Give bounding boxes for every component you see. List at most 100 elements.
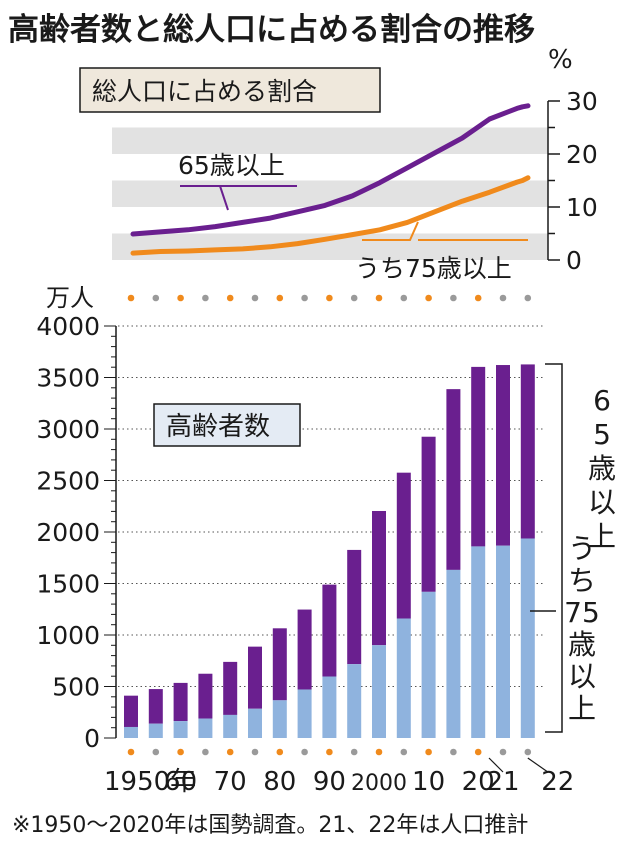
bar-chart-top-dots [127, 294, 532, 302]
year-dot [524, 294, 532, 302]
bar-75-plus [396, 618, 411, 738]
x-tick-label: 1950年 [104, 767, 196, 797]
bar-chart-y-axis: 0 500 1000 1500 2000 2500 3000 3500 4000 [36, 312, 117, 753]
line-chart-series [130, 103, 531, 256]
series-label-65: 6 5 歳以上 [588, 384, 616, 553]
bar-65-plus [396, 472, 411, 619]
bar-chart-title: 高齢者数 [166, 412, 270, 442]
line-chart-title: 総人口に占める割合 [92, 77, 317, 106]
year-dot [326, 748, 333, 756]
bar-y-tick-label: 500 [52, 673, 100, 702]
line-chart-y-unit: % [548, 45, 573, 75]
bar-chart-title-box [153, 403, 301, 447]
line-y-tick-label: 10 [566, 193, 598, 222]
year-dot [301, 294, 308, 302]
bar-75-plus [148, 723, 163, 738]
series-label-75: うち 75 歳以上 [564, 532, 600, 725]
bar-y-tick-label: 3000 [36, 415, 100, 444]
bar-chart-y-unit: 万人 [46, 284, 94, 312]
x-leader-22 [527, 757, 549, 773]
bar-65-plus [496, 365, 510, 546]
year-dot [326, 294, 333, 302]
bar-y-tick-label: 0 [84, 724, 100, 753]
bar-y-tick-label: 1500 [36, 570, 100, 599]
line-y-tick-label: 0 [566, 246, 582, 275]
x-leader-21 [488, 757, 504, 773]
bar-y-tick-label: 1000 [36, 621, 100, 650]
bar-75-plus [322, 676, 337, 738]
x-tick-label: 2000 [351, 771, 407, 796]
legend-65-label: 65歳以上 [178, 151, 285, 180]
year-dot [375, 748, 383, 756]
year-dot [375, 294, 383, 302]
bar-chart: 万人 0 500 1000 1500 2000 2500 3000 3500 4000 1950… [36, 284, 616, 797]
year-dot [474, 748, 482, 756]
year-dot [450, 748, 457, 756]
bar-65-plus [322, 584, 337, 677]
year-dot [425, 294, 432, 302]
bar-y-tick-label: 3500 [36, 364, 100, 393]
bar-y-tick-label: 2500 [36, 467, 100, 496]
year-dot [276, 748, 284, 756]
year-dot [474, 294, 482, 302]
year-dot [400, 294, 408, 302]
x-tick-label: 80 [263, 767, 296, 797]
year-dot [524, 748, 532, 756]
chart-title: 高齢者数と総人口に占める割合の推移 [8, 12, 535, 48]
year-dot [127, 294, 135, 302]
year-dot [499, 748, 507, 756]
year-dot [350, 294, 358, 302]
bar-65-plus [148, 689, 163, 724]
year-dot [152, 294, 160, 302]
x-tick-label: 60 [164, 767, 197, 797]
line-y-tick-label: 20 [566, 140, 598, 169]
year-dot [202, 294, 209, 302]
year-dot [177, 748, 184, 756]
bar-y-tick-label: 2000 [36, 518, 100, 547]
bar-chart-bottom-dots [127, 748, 532, 756]
x-tick-label: 20 [462, 767, 495, 797]
year-dot [276, 294, 284, 302]
bar-75-plus [248, 708, 262, 738]
bar-65-plus [248, 646, 262, 709]
bar-75-plus [421, 591, 436, 738]
bar-75-plus [496, 545, 510, 738]
year-dot [202, 748, 209, 756]
year-dot [450, 294, 457, 302]
bar-65-plus [520, 364, 535, 539]
line-chart-title-box [79, 67, 381, 113]
line-chart-y-axis: 0 10 20 30 [547, 87, 598, 275]
footnote: ※1950～2020年は国勢調査。21、22年は人口推計 [12, 813, 528, 838]
year-dot [425, 748, 432, 756]
bar-75-plus [124, 726, 138, 738]
bar-75-plus [446, 569, 461, 738]
year-dot [499, 294, 507, 302]
bar-75-plus [297, 689, 312, 738]
year-dot [251, 294, 259, 302]
bar-65-plus [124, 695, 138, 727]
bar-65-plus [446, 389, 461, 570]
line-chart: 0 10 20 30 総人口に占める割合 % 65歳以上 うち75歳以上 [79, 45, 598, 283]
bar-65-plus [471, 366, 486, 547]
bar-75-plus [272, 700, 287, 738]
line-y-tick-label: 30 [566, 87, 598, 116]
bar-65-plus [198, 673, 213, 719]
year-dot [301, 748, 308, 756]
series-line-75 [130, 175, 531, 256]
series-line-65 [130, 103, 531, 237]
bar-65-plus [223, 661, 238, 715]
x-tick-label: 70 [214, 767, 247, 797]
line-chart-labels: 総人口に占める割合 % 65歳以上 うち75歳以上 [79, 45, 573, 283]
legend-75-label: うち75歳以上 [355, 254, 512, 283]
bar-65-plus [297, 609, 312, 690]
year-dot [226, 294, 234, 302]
x-tick-label: 10 [412, 767, 445, 797]
legend-75-leader [362, 221, 419, 241]
year-dot [400, 748, 408, 756]
bar-75-plus [173, 721, 188, 738]
bar-65-plus [421, 436, 436, 592]
bar-y-tick-label: 4000 [36, 312, 100, 341]
bracket-65 [545, 363, 563, 733]
